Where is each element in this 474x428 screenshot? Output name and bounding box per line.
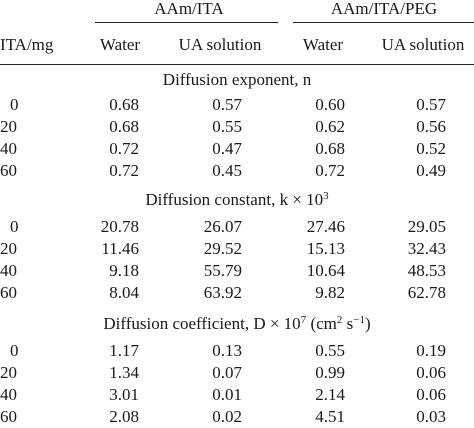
table-cell: 26.07 (203, 217, 242, 236)
table-cell: 9.82 (315, 283, 345, 302)
table-cell: 40 (0, 139, 17, 158)
table-cell: 0.55 (212, 117, 242, 136)
section-title-diffusion-exponent: Diffusion exponent, n (162, 70, 312, 89)
group-underline-aam-ita (95, 22, 278, 23)
table-cell: 60 (0, 283, 17, 302)
table-cell: 0.06 (416, 363, 446, 382)
table-cell: 0.47 (212, 139, 242, 158)
table-cell: 0.72 (109, 139, 139, 158)
table-cell: 29.52 (203, 239, 242, 258)
table-cell: 0.57 (416, 95, 446, 114)
table-cell: 0.19 (416, 341, 446, 360)
table-cell: 0.56 (416, 117, 446, 136)
table-cell: 20.78 (100, 217, 139, 236)
table-cell: 0.57 (212, 95, 242, 114)
section-title-diffusion-coefficient: Diffusion coefficient, D × 107 (cm2 s−1) (103, 314, 371, 333)
table-cell: 1.34 (109, 363, 139, 382)
table-cell: 9.18 (109, 261, 139, 280)
column-header-ua-2: UA solution (381, 35, 465, 54)
table-cell: 0.07 (212, 363, 242, 382)
table-cell: 55.79 (203, 261, 242, 280)
table-cell: 62.78 (407, 283, 446, 302)
column-header-ua-1: UA solution (178, 35, 262, 54)
table-cell: 32.43 (407, 239, 446, 258)
table-cell: 4.51 (315, 407, 345, 426)
table-cell: 1.17 (109, 341, 139, 360)
table-cell: 2.08 (109, 407, 139, 426)
group-header-aam-ita: AAm/ITA (154, 0, 224, 18)
table-cell: 0 (10, 217, 19, 236)
table-cell: 10.64 (306, 261, 345, 280)
table-cell: 0.72 (315, 161, 345, 180)
table-cell: 40 (0, 261, 17, 280)
table-cell: 0.68 (109, 95, 139, 114)
header-rule (0, 64, 474, 65)
table-cell: 0.99 (315, 363, 345, 382)
table-cell: 0.52 (416, 139, 446, 158)
table-cell: 0.01 (212, 385, 242, 404)
table-cell: 0.62 (315, 117, 345, 136)
table-cell: 0 (10, 95, 19, 114)
table-cell: 0.68 (315, 139, 345, 158)
column-header-water-2: Water (302, 35, 344, 54)
table-cell: 27.46 (306, 217, 345, 236)
table-cell: 29.05 (407, 217, 446, 236)
table-cell: 0.45 (212, 161, 242, 180)
column-header-ita-mg: ITA/mg (0, 35, 54, 54)
section-title-diffusion-constant: Diffusion constant, k × 103 (145, 190, 329, 209)
table-cell: 3.01 (109, 385, 139, 404)
table-cell: 0.68 (109, 117, 139, 136)
table-cell: 2.14 (315, 385, 345, 404)
table-cell: 0 (10, 341, 19, 360)
table-cell: 0.06 (416, 385, 446, 404)
table-cell: 48.53 (407, 261, 446, 280)
column-header-water-1: Water (99, 35, 141, 54)
table-cell: 0.02 (212, 407, 242, 426)
table-cell: 20 (0, 363, 17, 382)
table-cell: 0.60 (315, 95, 345, 114)
table-cell: 20 (0, 239, 17, 258)
group-header-aam-ita-peg: AAm/ITA/PEG (330, 0, 438, 18)
table-cell: 0.49 (416, 161, 446, 180)
table-cell: 40 (0, 385, 17, 404)
table-cell: 20 (0, 117, 17, 136)
table-cell: 60 (0, 407, 17, 426)
table-cell: 0.03 (416, 407, 446, 426)
table-cell: 0.72 (109, 161, 139, 180)
table-cell: 11.46 (101, 239, 139, 258)
table-cell: 63.92 (203, 283, 242, 302)
table-cell: 0.13 (212, 341, 242, 360)
table-cell: 60 (0, 161, 17, 180)
table-cell: 0.55 (315, 341, 345, 360)
table-cell: 15.13 (306, 239, 345, 258)
group-underline-aam-ita-peg (293, 22, 474, 23)
table-cell: 8.04 (109, 283, 139, 302)
